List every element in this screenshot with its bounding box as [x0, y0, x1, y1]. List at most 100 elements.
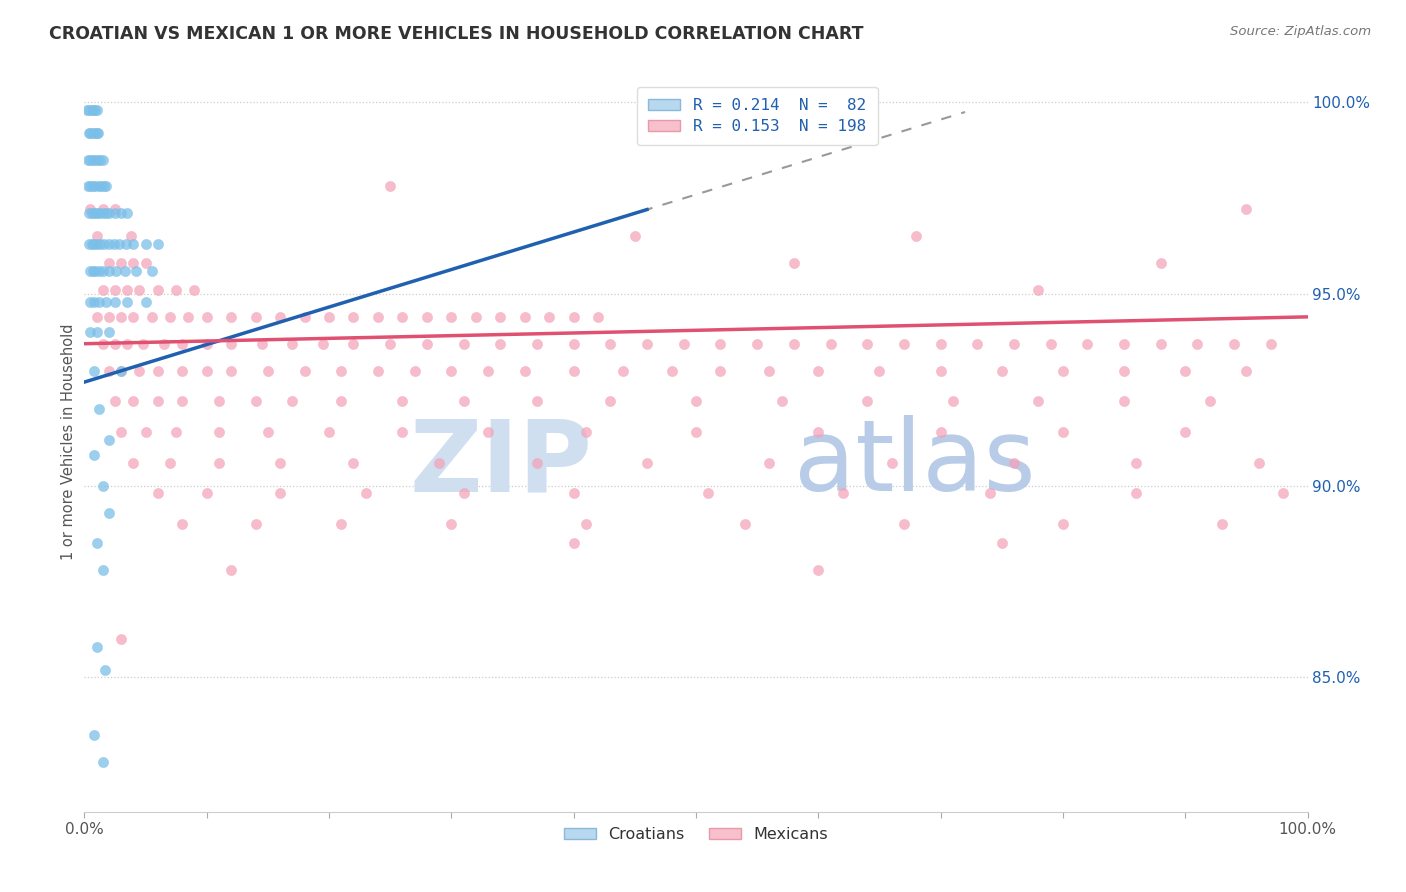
Point: [1150, 336, 1173, 351]
Point: [1114, 336, 1136, 351]
Point: [1260, 336, 1282, 351]
Point: [219, 363, 242, 377]
Point: [141, 310, 163, 324]
Point: [440, 310, 463, 324]
Point: [208, 394, 231, 409]
Point: [562, 363, 585, 377]
Point: [245, 310, 267, 324]
Point: [1150, 256, 1173, 270]
Point: [110, 363, 132, 377]
Point: [177, 310, 200, 324]
Point: [141, 264, 163, 278]
Point: [1174, 363, 1197, 377]
Point: [453, 486, 475, 500]
Point: [165, 425, 187, 439]
Point: [893, 516, 915, 531]
Point: [110, 206, 132, 220]
Point: [1039, 336, 1062, 351]
Point: [342, 336, 364, 351]
Point: [86, 229, 108, 244]
Point: [427, 456, 450, 470]
Point: [195, 486, 218, 500]
Point: [79, 202, 101, 217]
Point: [1002, 336, 1025, 351]
Point: [257, 425, 280, 439]
Point: [122, 256, 145, 270]
Point: [146, 394, 169, 409]
Point: [122, 310, 145, 324]
Point: [91, 153, 114, 167]
Point: [146, 363, 169, 377]
Point: [1236, 363, 1258, 377]
Point: [83, 448, 105, 462]
Point: [979, 486, 1001, 500]
Point: [110, 425, 132, 439]
Point: [562, 486, 585, 500]
Point: [312, 336, 335, 351]
Point: [599, 394, 621, 409]
Point: [115, 237, 138, 252]
Point: [1114, 363, 1136, 377]
Point: [269, 456, 291, 470]
Point: [104, 283, 127, 297]
Point: [586, 310, 609, 324]
Point: [1236, 202, 1258, 217]
Point: [1223, 336, 1246, 351]
Point: [91, 264, 114, 278]
Point: [146, 283, 169, 297]
Point: [97, 433, 120, 447]
Point: [87, 126, 110, 140]
Point: [1125, 486, 1147, 500]
Point: [80, 237, 103, 252]
Point: [80, 103, 103, 117]
Point: [477, 425, 499, 439]
Point: [87, 294, 110, 309]
Point: [83, 294, 105, 309]
Point: [128, 283, 150, 297]
Point: [125, 264, 148, 278]
Point: [330, 516, 353, 531]
Point: [76, 103, 98, 117]
Point: [86, 237, 108, 252]
Point: [91, 202, 114, 217]
Point: [269, 486, 291, 500]
Point: [86, 640, 108, 654]
Point: [489, 310, 512, 324]
Point: [1198, 394, 1220, 409]
Point: [416, 336, 439, 351]
Point: [758, 456, 780, 470]
Text: Source: ZipAtlas.com: Source: ZipAtlas.com: [1230, 25, 1371, 38]
Point: [245, 394, 267, 409]
Point: [783, 336, 806, 351]
Point: [86, 536, 108, 550]
Point: [91, 336, 114, 351]
Point: [90, 179, 112, 194]
Point: [93, 237, 115, 252]
Point: [114, 264, 136, 278]
Point: [146, 486, 169, 500]
Point: [79, 325, 101, 339]
Point: [79, 264, 101, 278]
Point: [84, 153, 107, 167]
Point: [513, 310, 536, 324]
Point: [79, 179, 101, 194]
Point: [880, 456, 903, 470]
Point: [105, 264, 128, 278]
Point: [538, 310, 561, 324]
Point: [103, 237, 125, 252]
Point: [318, 425, 340, 439]
Point: [281, 394, 304, 409]
Point: [77, 153, 100, 167]
Point: [135, 256, 157, 270]
Point: [83, 728, 105, 742]
Point: [453, 336, 475, 351]
Point: [697, 486, 720, 500]
Point: [624, 229, 647, 244]
Point: [86, 325, 108, 339]
Point: [1247, 456, 1270, 470]
Point: [219, 336, 242, 351]
Point: [104, 202, 127, 217]
Point: [893, 336, 915, 351]
Point: [330, 394, 353, 409]
Point: [245, 516, 267, 531]
